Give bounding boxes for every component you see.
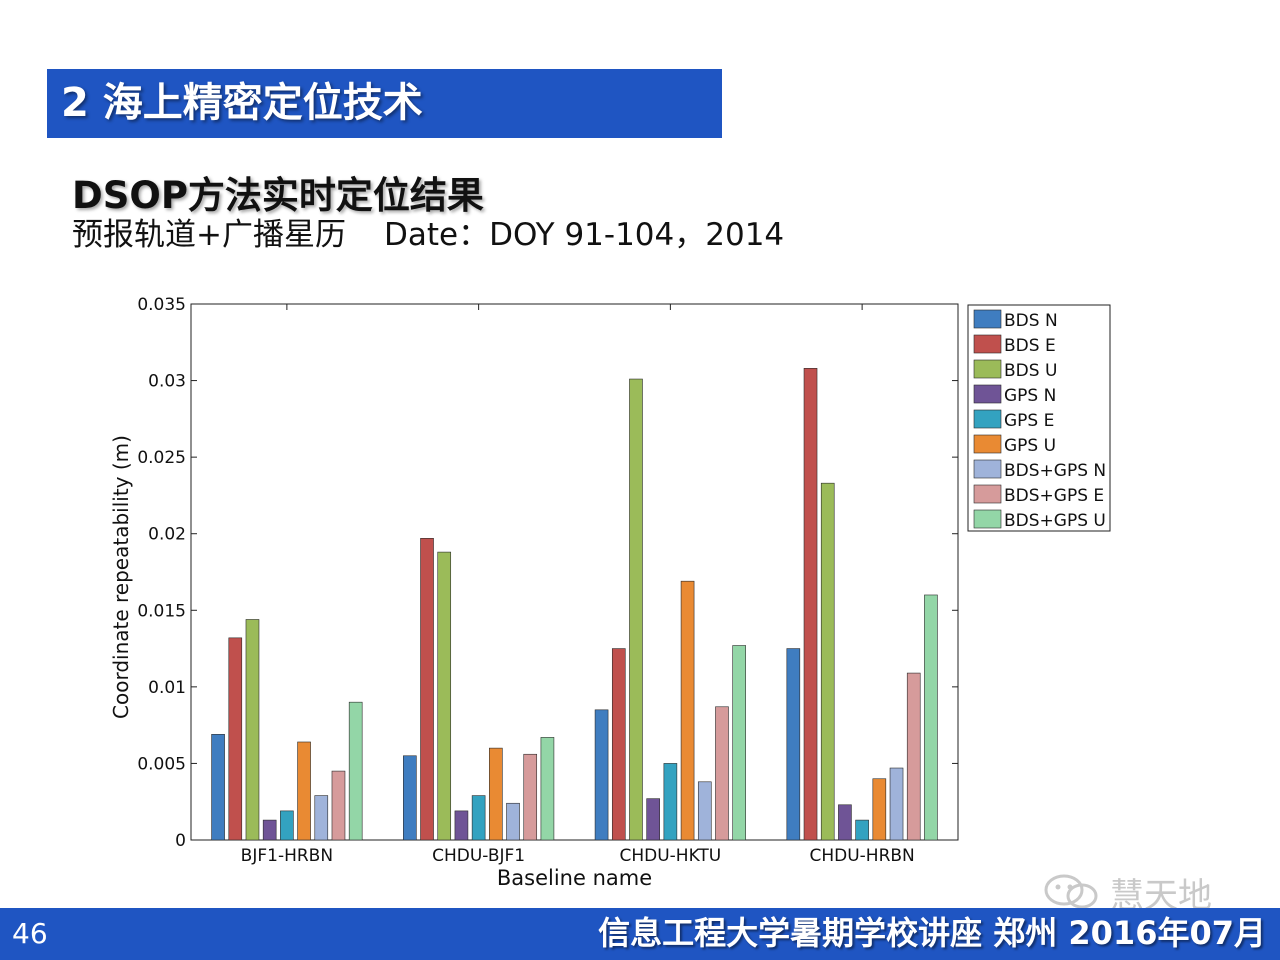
bar <box>506 802 520 841</box>
slide-subline: 预报轨道+广播星历 Date：DOY 91-104，2014 <box>72 209 784 254</box>
legend-swatch <box>973 434 1002 454</box>
legend-label: BDS+GPS E <box>1004 486 1104 506</box>
bar <box>786 648 801 841</box>
bar <box>715 706 729 841</box>
bar <box>924 594 938 841</box>
legend-label: BDS N <box>1004 311 1058 331</box>
legend-swatch <box>973 384 1002 404</box>
bar <box>855 819 869 841</box>
watermark: 慧天地 <box>1040 868 1240 916</box>
bar <box>489 747 503 841</box>
bar <box>697 781 712 841</box>
bar <box>403 755 417 841</box>
bar-chart: 0 0.005 0.01 0.015 0.02 0.025 0.03 0.035 BJF1-HR… <box>109 295 1111 890</box>
bar <box>906 672 921 841</box>
x-tick-label: CHDU-HKTU <box>619 846 721 866</box>
legend-label: GPS N <box>1004 386 1056 406</box>
bar <box>663 763 678 841</box>
y-tick-label: 0.02 <box>148 525 186 545</box>
legend-swatch <box>973 459 1002 479</box>
bar <box>629 378 643 841</box>
bar <box>594 709 609 841</box>
legend-swatch <box>973 309 1002 329</box>
orbit-ephemeris-note: 预报轨道+广播星历 <box>72 217 346 253</box>
y-tick-label: 0.035 <box>137 295 186 315</box>
y-tick-label: 0.03 <box>148 372 186 392</box>
section-title: 2 海上精密定位技术 <box>61 80 423 126</box>
bar <box>262 819 277 841</box>
legend-swatch <box>973 334 1002 354</box>
x-tick-label: CHDU-HRBN <box>809 846 914 866</box>
bar <box>348 701 363 841</box>
legend-swatch <box>973 409 1002 429</box>
section-title-bar: 2 海上精密定位技术 <box>47 69 722 138</box>
legend-label: GPS U <box>1004 436 1056 456</box>
bar <box>437 551 452 841</box>
legend-swatch <box>973 509 1002 529</box>
bar <box>314 795 329 841</box>
bar <box>540 737 555 841</box>
date-range: Date：DOY 91-104，2014 <box>383 217 785 253</box>
x-tick-label: CHDU-BJF1 <box>432 846 525 866</box>
x-tick-label: BJF1-HRBN <box>241 846 333 866</box>
y-tick-label: 0 <box>175 831 186 851</box>
legend-swatch <box>973 359 1002 379</box>
bar <box>838 804 852 841</box>
y-tick-label: 0.01 <box>148 678 186 698</box>
bar <box>280 810 294 841</box>
bar <box>228 637 243 841</box>
y-tick-label: 0.025 <box>137 448 186 468</box>
bar <box>820 482 835 841</box>
bar <box>732 645 746 841</box>
legend-swatch <box>973 484 1002 504</box>
wechat-icon <box>1044 874 1098 909</box>
page-number: 46 <box>12 917 48 950</box>
bar <box>245 619 260 841</box>
footer-text: 信息工程大学暑期学校讲座 郑州 2016年07月 <box>598 914 1266 952</box>
footer-bar: 46 信息工程大学暑期学校讲座 郑州 2016年07月 <box>0 908 1280 960</box>
bar <box>889 767 904 841</box>
legend-label: BDS+GPS N <box>1004 461 1106 481</box>
legend-label: GPS E <box>1004 411 1054 431</box>
bar <box>420 538 434 841</box>
bar <box>471 795 486 841</box>
x-axis-label: Baseline name <box>497 866 652 890</box>
bar <box>872 778 887 841</box>
legend-label: BDS U <box>1004 361 1057 381</box>
legend-label: BDS E <box>1004 336 1056 356</box>
bar <box>331 770 346 841</box>
bar <box>803 368 818 841</box>
bar <box>454 810 469 841</box>
bar <box>211 734 225 841</box>
bar <box>646 798 660 841</box>
slide-subtitle: DSOP方法实时定位结果 <box>72 174 484 217</box>
bar <box>297 741 311 841</box>
y-tick-label: 0.005 <box>137 754 186 774</box>
bar <box>611 648 626 841</box>
bar <box>523 753 538 841</box>
y-tick-label: 0.015 <box>137 601 186 621</box>
legend-label: BDS+GPS U <box>1004 511 1106 531</box>
y-axis-label: Coordinate repeatability (m) <box>109 435 133 719</box>
bar <box>680 580 695 841</box>
